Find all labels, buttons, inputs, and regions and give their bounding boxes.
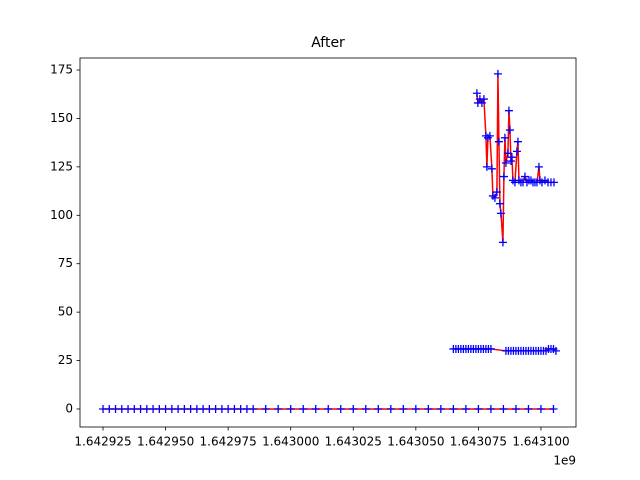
marker xyxy=(349,404,358,413)
marker xyxy=(505,126,514,135)
marker xyxy=(524,404,533,413)
marker xyxy=(496,209,505,218)
marker xyxy=(324,404,333,413)
x-offset-label: 1e9 xyxy=(553,454,576,468)
marker xyxy=(490,193,499,202)
marker xyxy=(485,131,494,140)
marker xyxy=(551,346,560,355)
y-tick-label: 100 xyxy=(50,208,73,222)
marker xyxy=(488,191,497,200)
marker xyxy=(504,106,513,115)
marker xyxy=(274,404,283,413)
marker xyxy=(411,404,420,413)
y-tick-label: 50 xyxy=(58,305,73,319)
y-tick-label: 75 xyxy=(58,256,73,270)
marker xyxy=(336,404,345,413)
marker xyxy=(472,89,481,98)
marker xyxy=(549,404,558,413)
marker xyxy=(482,162,491,171)
y-tick-label: 0 xyxy=(65,401,73,415)
chart-title: After xyxy=(311,35,345,51)
marker xyxy=(494,137,503,146)
marker xyxy=(461,404,470,413)
marker xyxy=(311,404,320,413)
x-tick-label: 1.643075 xyxy=(450,435,507,449)
marker xyxy=(534,162,543,171)
y-tick-label: 175 xyxy=(50,63,73,77)
marker xyxy=(286,404,295,413)
x-tick-label: 1.643000 xyxy=(262,435,319,449)
marker xyxy=(477,98,486,107)
marker xyxy=(483,133,492,142)
y-tick-label: 125 xyxy=(50,159,73,173)
x-tick-label: 1.643025 xyxy=(325,435,382,449)
marker xyxy=(506,157,515,166)
y-tick-label: 150 xyxy=(50,111,73,125)
marker xyxy=(261,404,270,413)
marker xyxy=(486,344,495,353)
marker xyxy=(492,188,501,197)
marker xyxy=(495,199,504,208)
marker xyxy=(536,404,545,413)
marker xyxy=(498,238,507,247)
marker xyxy=(501,158,510,167)
y-tick-label: 25 xyxy=(58,353,73,367)
marker xyxy=(513,137,522,146)
x-tick-label: 1.643050 xyxy=(387,435,444,449)
marker xyxy=(449,404,458,413)
marker xyxy=(361,404,370,413)
marker xyxy=(503,149,512,158)
marker xyxy=(514,176,523,185)
x-tick-label: 1.642950 xyxy=(137,435,194,449)
marker xyxy=(549,178,558,187)
marker xyxy=(507,153,516,162)
marker xyxy=(474,404,483,413)
marker xyxy=(299,404,308,413)
marker xyxy=(424,404,433,413)
marker xyxy=(487,164,496,173)
x-tick-label: 1.643100 xyxy=(512,435,569,449)
marker xyxy=(249,404,258,413)
marker xyxy=(493,69,502,78)
marker xyxy=(526,176,535,185)
marker xyxy=(374,404,383,413)
marker xyxy=(512,147,521,156)
marker xyxy=(499,172,508,181)
marker xyxy=(399,404,408,413)
marker xyxy=(511,404,520,413)
marker xyxy=(386,404,395,413)
marker xyxy=(520,172,529,181)
marker xyxy=(486,404,495,413)
marker xyxy=(499,404,508,413)
plot-frame xyxy=(79,57,577,428)
x-tick-label: 1.642925 xyxy=(74,435,131,449)
marker xyxy=(500,133,509,142)
x-tick-label: 1.642975 xyxy=(200,435,257,449)
marker xyxy=(436,404,445,413)
marker xyxy=(479,95,488,104)
